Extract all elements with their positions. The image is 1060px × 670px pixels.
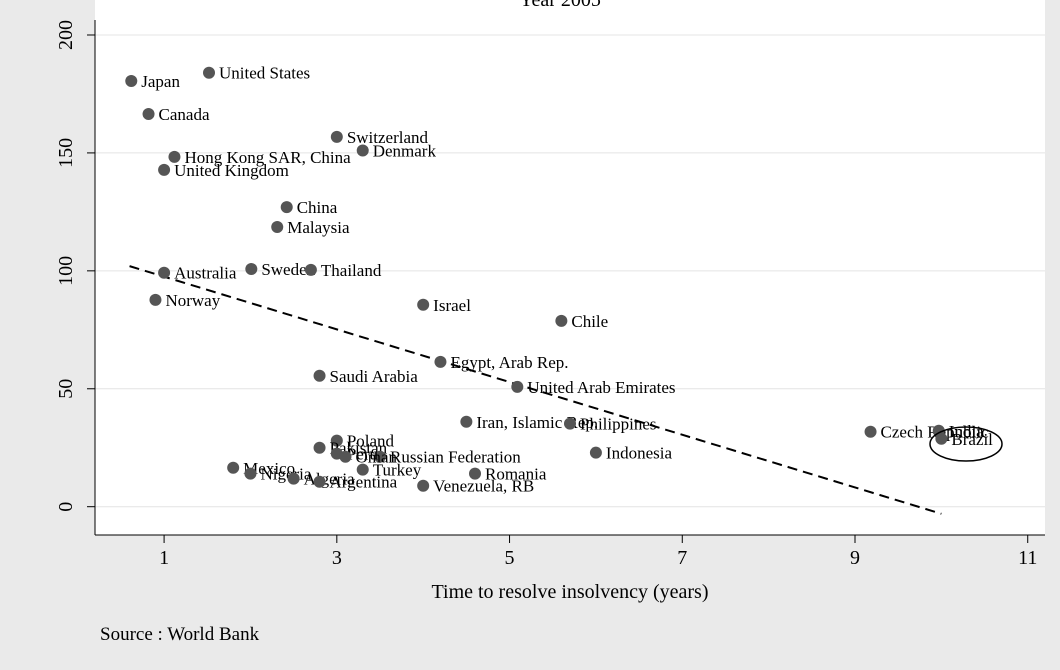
data-point bbox=[158, 163, 171, 176]
point-label: Australia bbox=[174, 264, 237, 283]
data-point bbox=[244, 467, 257, 480]
data-point bbox=[356, 463, 369, 476]
data-point bbox=[864, 425, 877, 438]
data-point bbox=[245, 262, 258, 275]
point-label: Japan bbox=[141, 72, 180, 91]
data-point bbox=[125, 74, 138, 87]
data-point bbox=[227, 461, 240, 474]
point-label: Russian Federation bbox=[390, 448, 521, 467]
point-label: Thailand bbox=[321, 261, 382, 280]
data-point bbox=[168, 150, 181, 163]
point-label: Canada bbox=[159, 105, 210, 124]
data-point bbox=[339, 450, 352, 463]
point-label: Denmark bbox=[373, 142, 437, 161]
data-point bbox=[469, 467, 481, 480]
point-label: Norway bbox=[165, 291, 220, 310]
data-point bbox=[935, 432, 948, 445]
data-point bbox=[142, 107, 155, 120]
data-point bbox=[330, 434, 343, 447]
x-tick-label: 9 bbox=[850, 547, 860, 569]
data-point bbox=[158, 266, 171, 279]
data-point bbox=[356, 144, 369, 157]
y-tick-label: 200 bbox=[55, 20, 77, 50]
point-label: Sweden bbox=[261, 260, 315, 279]
point-label: Switzerland bbox=[347, 128, 429, 147]
y-tick-label: 0 bbox=[55, 502, 77, 512]
source-note: Source : World Bank bbox=[100, 624, 260, 645]
x-axis-label: Time to resolve insolvency (years) bbox=[432, 581, 709, 603]
x-tick-label: 3 bbox=[332, 547, 342, 569]
point-label: United States bbox=[219, 64, 310, 83]
point-label: Philippines bbox=[580, 415, 657, 434]
data-point bbox=[313, 441, 326, 454]
x-tick-label: 7 bbox=[677, 547, 687, 569]
point-label: Turkey bbox=[373, 461, 422, 480]
point-label: Peru bbox=[347, 445, 379, 464]
fit-line bbox=[129, 265, 942, 515]
point-label: Egypt, Arab Rep. bbox=[450, 353, 568, 372]
point-label: Poland bbox=[347, 432, 395, 451]
data-point bbox=[511, 380, 524, 393]
point-label: Oman bbox=[355, 448, 397, 467]
y-tick-label: 50 bbox=[55, 379, 77, 399]
data-point bbox=[460, 415, 473, 428]
data-point bbox=[434, 355, 447, 368]
data-point bbox=[280, 201, 293, 214]
data-point bbox=[203, 66, 215, 79]
point-label: Romania bbox=[485, 465, 547, 484]
data-point bbox=[589, 446, 602, 459]
x-tick-label: 11 bbox=[1018, 547, 1037, 569]
point-label: China bbox=[297, 198, 338, 217]
point-label: United Kingdom bbox=[174, 161, 289, 180]
data-point bbox=[313, 475, 326, 488]
data-point bbox=[313, 369, 326, 382]
point-label: India bbox=[949, 422, 984, 441]
data-point bbox=[555, 314, 568, 327]
y-tick-label: 100 bbox=[55, 256, 77, 286]
highlight-ellipse bbox=[929, 426, 1003, 462]
data-point bbox=[564, 417, 576, 430]
data-point bbox=[271, 220, 284, 233]
point-label: Brazil bbox=[951, 430, 993, 449]
data-point bbox=[417, 479, 430, 492]
point-label: Saudi Arabia bbox=[330, 367, 419, 386]
data-point bbox=[374, 450, 386, 463]
y-tick-label: 150 bbox=[55, 138, 77, 168]
chart-title: Year 2005 bbox=[519, 0, 601, 11]
point-label: Malaysia bbox=[287, 218, 350, 237]
data-point bbox=[149, 293, 162, 306]
x-tick-label: 1 bbox=[159, 547, 169, 569]
point-label: Chile bbox=[571, 312, 608, 331]
data-point bbox=[417, 298, 430, 311]
data-point bbox=[304, 263, 317, 276]
point-label: United Arab Emirates bbox=[527, 378, 675, 397]
data-point bbox=[330, 130, 343, 143]
point-label: Israel bbox=[433, 296, 471, 315]
point-label: Argentina bbox=[330, 473, 398, 492]
point-label: Hong Kong SAR, China bbox=[184, 148, 351, 167]
point-label: Indonesia bbox=[606, 444, 673, 463]
point-label: Venezuela, RB bbox=[433, 477, 534, 496]
x-tick-label: 5 bbox=[505, 547, 515, 569]
data-point bbox=[287, 472, 300, 485]
